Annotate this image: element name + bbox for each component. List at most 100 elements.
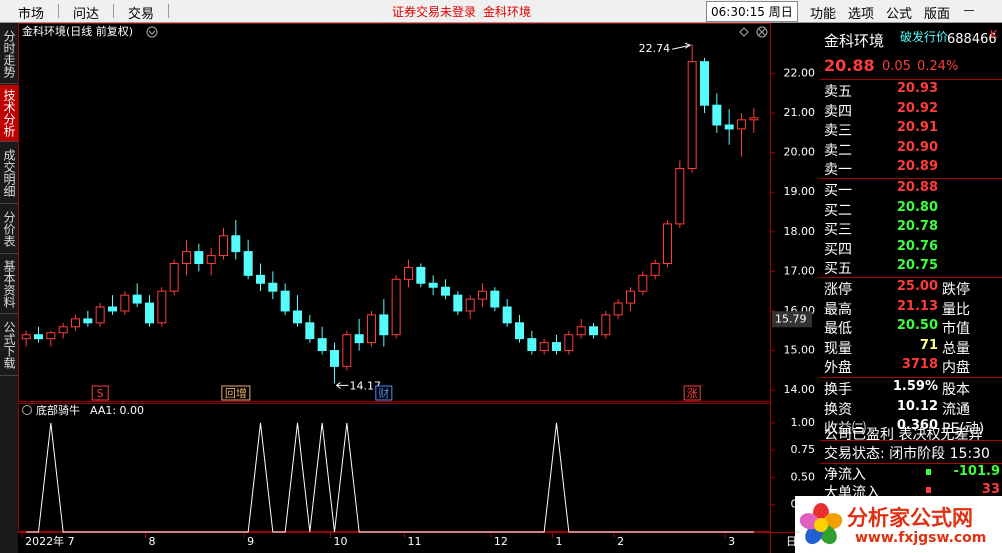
- side-tab[interactable]: 技术分析: [0, 85, 18, 142]
- y-tick-label: 0.75: [791, 443, 816, 456]
- y-tick-label: 19.00: [784, 185, 816, 198]
- menu-item[interactable]: 选项: [848, 7, 875, 22]
- candle-body: [515, 322, 524, 340]
- candle-body: [194, 251, 204, 264]
- stat-label: 最高: [824, 301, 852, 318]
- side-tab[interactable]: 公式下载: [0, 315, 18, 376]
- candle-body: [724, 124, 734, 130]
- stat-label: 换手: [824, 382, 852, 398]
- side-tab[interactable]: 成交明细: [0, 143, 18, 204]
- menu-item[interactable]: 问达: [73, 7, 100, 22]
- side-tab[interactable]: 分时走势: [0, 25, 18, 84]
- logo: 分析家公式网 www.fxjgsw.com: [795, 496, 1002, 553]
- candle-body: [108, 306, 117, 312]
- candle-body: [256, 274, 265, 284]
- book-price: 20.93: [896, 81, 938, 96]
- close-icon[interactable]: [756, 26, 768, 38]
- candle-body: [712, 104, 722, 126]
- y-tick-label: 22.00: [784, 67, 816, 80]
- date-label: 3: [728, 535, 735, 548]
- menu-item[interactable]: 市场: [18, 7, 45, 22]
- candle-body: [342, 334, 352, 367]
- low-arrow: [335, 381, 349, 389]
- period-button[interactable]: 日: [786, 535, 797, 548]
- top-bar: 市场 问达 交易 证券交易未登录 金科环境 06:30:15 周日 功能 选项 公式 版面: [0, 0, 1002, 23]
- stat-value: 10.12: [896, 398, 938, 414]
- separator: [820, 463, 1002, 464]
- book-label: 买二: [824, 202, 852, 219]
- event-box: [683, 385, 701, 401]
- candle-body: [231, 235, 241, 253]
- menu-item[interactable]: 交易: [128, 7, 155, 22]
- price: 20.88: [824, 56, 875, 75]
- high-arrow: [672, 42, 692, 50]
- separator: [820, 440, 1002, 441]
- title-dropdown[interactable]: [146, 26, 158, 38]
- book-price: 20.88: [896, 180, 938, 195]
- candle-body: [650, 262, 660, 276]
- book-price: 20.89: [896, 159, 938, 174]
- stat-value: 20.50: [896, 318, 938, 333]
- company-note: 公司已盈利 表决权无差异: [824, 427, 983, 443]
- candle-body: [478, 290, 487, 300]
- cursor-price-box: [772, 311, 812, 328]
- stat-label: 换资: [824, 401, 852, 418]
- diamond-icon[interactable]: [739, 27, 749, 37]
- y-tick-label: 17.00: [784, 264, 816, 277]
- menu-separator: [113, 4, 114, 18]
- candle-body: [404, 266, 413, 280]
- indicator-line: [26, 422, 754, 533]
- stat-value: 1.59%: [892, 379, 938, 394]
- logo-center: [814, 518, 828, 532]
- stat-value: 71: [919, 337, 938, 353]
- candle-body: [441, 286, 450, 296]
- book-price: 20.76: [896, 238, 938, 254]
- stat-value: 25.00: [896, 279, 938, 294]
- candle-body: [21, 334, 31, 340]
- event-label: S: [97, 387, 104, 400]
- candle-body: [490, 290, 500, 308]
- stat-label: 收益㈢: [824, 421, 866, 437]
- date-label: 10: [334, 535, 348, 548]
- candle-body: [589, 326, 598, 336]
- date-label: 11: [408, 535, 422, 548]
- side-tab[interactable]: 分价表: [0, 205, 18, 254]
- book-label: 卖四: [824, 103, 852, 120]
- stock-mark: K: [990, 28, 998, 41]
- indicator-dropdown[interactable]: [22, 405, 32, 415]
- book-label: 卖五: [824, 84, 852, 100]
- candle-body: [169, 262, 179, 292]
- stat-value: 3718: [901, 357, 938, 372]
- candle-body: [219, 235, 228, 257]
- date-label: 1: [556, 535, 563, 548]
- menu-item[interactable]: 公式: [886, 7, 913, 22]
- candle-body: [305, 322, 315, 340]
- book-label: 买四: [824, 241, 852, 258]
- status-login: 证券交易未登录: [392, 5, 477, 19]
- date-label: 8: [149, 535, 156, 548]
- candle-body: [416, 266, 426, 284]
- candle-body: [687, 61, 697, 170]
- side-tabs: 分时走势 技术分析 成交明细 分价表 基本资料 公式下载: [0, 23, 18, 553]
- candle-body: [206, 255, 216, 264]
- book-price: 20.90: [896, 139, 938, 155]
- y-tick-label: 1.00: [791, 416, 816, 429]
- stat-value: 0.360: [896, 418, 938, 433]
- indicator-title: 底部骑牛: [36, 403, 80, 417]
- separator: [820, 178, 1002, 179]
- minimize[interactable]: [964, 10, 974, 11]
- candle-body: [243, 251, 253, 276]
- side-tab[interactable]: 基本资料: [0, 255, 18, 314]
- clock: 06:30:15 周日: [706, 1, 798, 22]
- menu-item[interactable]: 功能: [810, 7, 837, 22]
- stat-label: 总量: [942, 340, 970, 357]
- flow-label: 净流入: [824, 467, 866, 483]
- stat-label: 流通: [942, 401, 970, 418]
- candle-body: [120, 294, 130, 312]
- candle-body: [552, 342, 561, 352]
- company-note: 交易状态: 闭市阶段 15:30: [824, 446, 990, 462]
- menu-item[interactable]: 版面: [924, 7, 951, 22]
- separator: [820, 277, 1002, 278]
- candle-body: [576, 326, 586, 336]
- stat-label: 现量: [824, 340, 852, 357]
